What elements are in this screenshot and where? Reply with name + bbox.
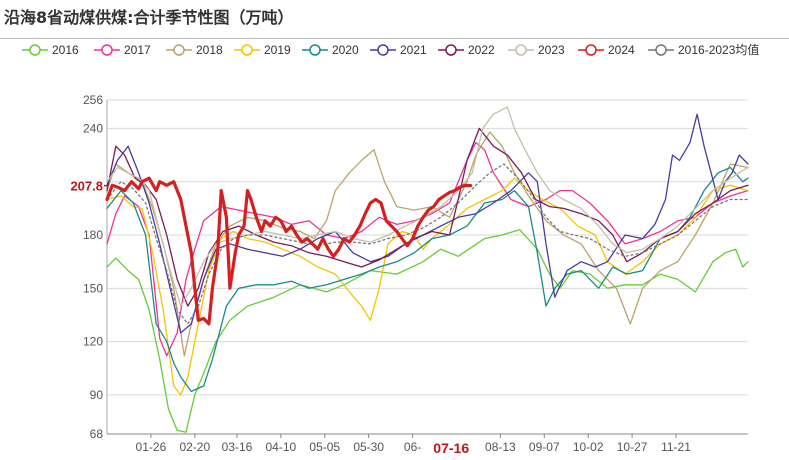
series-line-2018 (106, 131, 749, 357)
series-line-2016 (106, 229, 749, 433)
legend-label: 2023 (538, 43, 565, 57)
legend-label: 2021 (400, 43, 427, 57)
x-tick-label: 03-16 (222, 440, 253, 454)
y-tick-label: 256 (83, 93, 103, 107)
x-tick-label: 01-26 (136, 440, 167, 454)
series-line-2023 (106, 106, 749, 307)
x-tick-label: 06- (404, 440, 421, 454)
legend: 2016 2017 2018 2019 2020 2021 2022 2023 2024 2016… (22, 42, 759, 57)
y-tick-label: 240 (83, 121, 103, 135)
chart-title: 沿海8省动煤供煤:合计季节性图（万吨） (4, 8, 294, 27)
legend-swatch-marker (515, 44, 527, 56)
legend-label: 2022 (468, 43, 495, 57)
legend-swatch-marker (655, 44, 667, 56)
title-divider (0, 38, 789, 39)
legend-swatch-marker (309, 44, 321, 56)
legend-label: 2020 (332, 43, 359, 57)
series-line-2017 (106, 141, 749, 357)
highlight-tick-label: 07-16 (433, 440, 469, 456)
legend-label: 2019 (264, 43, 291, 57)
series-line-2021 (106, 113, 749, 334)
legend-swatch-marker (585, 44, 597, 56)
x-tick-label: 02-20 (179, 440, 210, 454)
y-tick-label: 90 (90, 388, 104, 402)
x-tick-label: 09-07 (529, 440, 560, 454)
x-tick-label: 05-05 (309, 440, 340, 454)
highlight-tick-bg (427, 438, 476, 456)
x-tick-label: 11-21 (661, 440, 691, 454)
x-tick-label: 10-27 (617, 440, 648, 454)
legend-swatch-marker (101, 44, 113, 56)
legend-label: 2024 (608, 43, 635, 57)
y-tick-label: 68 (90, 427, 104, 441)
legend-label: 2017 (124, 43, 151, 57)
current-value-bg (60, 176, 105, 195)
x-axis: 01-26 02-20 03-16 04-10 05-05 05-30 06- 08-13 09… (107, 433, 748, 456)
legend-label: 2018 (196, 43, 223, 57)
legend-swatch-marker (241, 44, 253, 56)
series-lines (105, 106, 749, 433)
legend-swatch-marker (29, 44, 41, 56)
x-tick-label: 08-13 (485, 440, 516, 454)
legend-swatch-marker (173, 44, 185, 56)
legend-label: 2016 (52, 43, 79, 57)
legend-label: 2016-2023均值 (678, 42, 759, 57)
current-value-label: 207.8 (70, 179, 103, 194)
legend-swatch-marker (377, 44, 389, 56)
current-value-marker: 207.8 (60, 176, 107, 195)
series-line-2024 (105, 176, 473, 326)
x-tick-label: 10-02 (573, 440, 604, 454)
x-tick-label: 05-30 (353, 440, 384, 454)
y-tick-label: 150 (83, 281, 103, 295)
x-tick-label: 04-10 (266, 440, 297, 454)
grid-lines (107, 99, 748, 435)
y-axis: 6890120150180210240256 (83, 93, 108, 441)
y-tick-label: 120 (83, 335, 103, 349)
legend-swatch-marker (445, 44, 457, 56)
y-tick-label: 180 (83, 228, 103, 242)
series-line-2020 (106, 166, 749, 393)
series-line-2016-2023均值 (106, 163, 749, 325)
